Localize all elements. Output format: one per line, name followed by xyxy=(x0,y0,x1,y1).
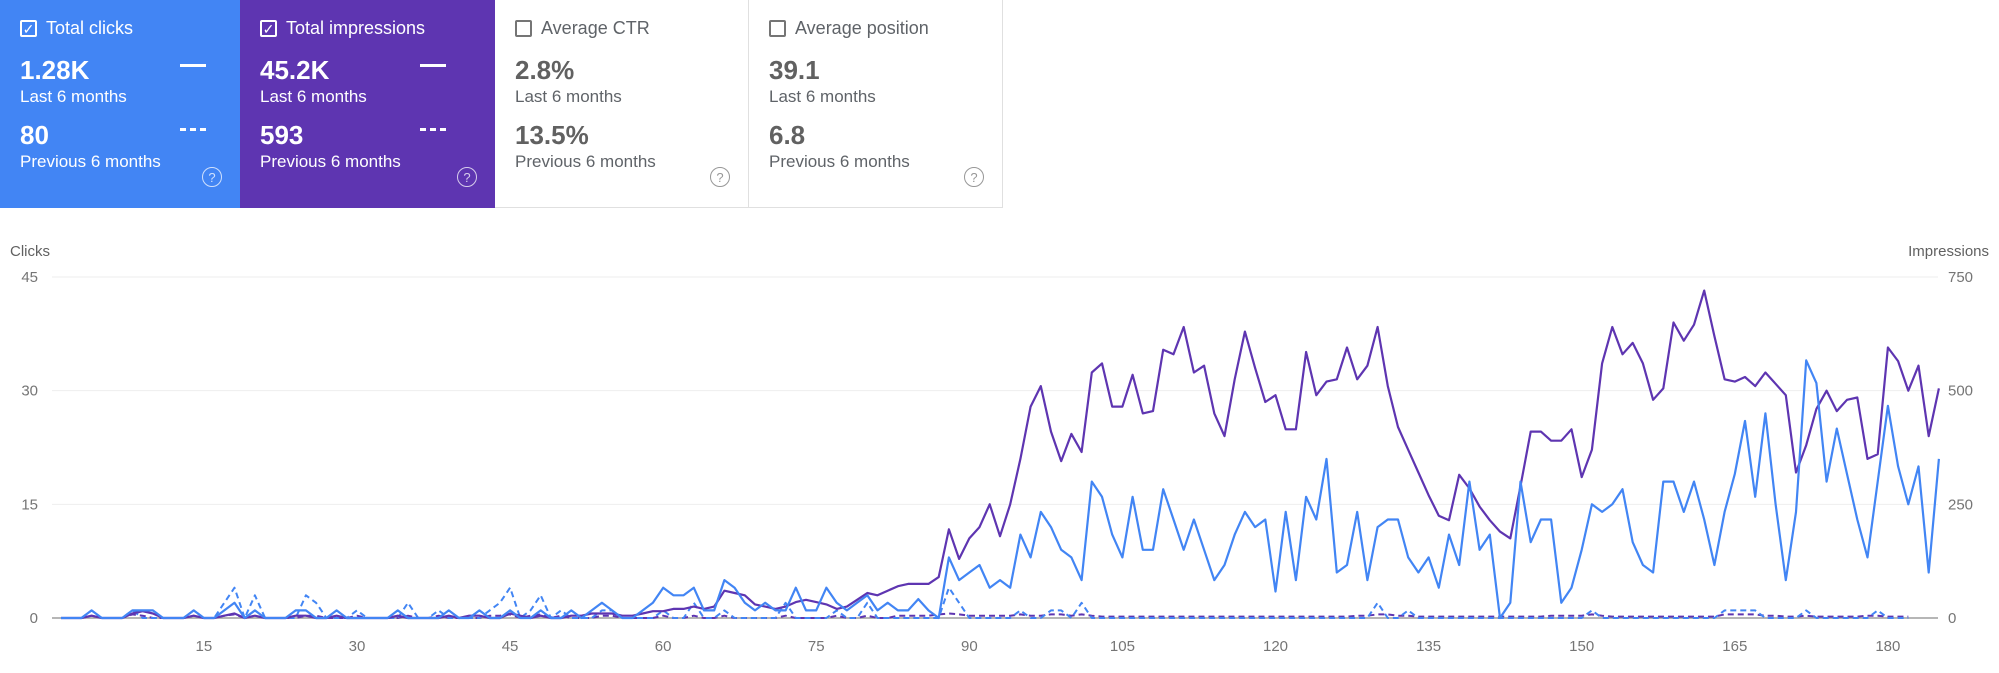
current-period-label: Last 6 months xyxy=(260,87,367,106)
left-y-tick-label: 0 xyxy=(30,610,38,627)
left-y-tick-label: 30 xyxy=(21,383,38,400)
card-title: Total impressions xyxy=(286,18,426,38)
average-position-card[interactable]: Average position 39.1 Last 6 months 6.8 … xyxy=(749,0,1003,208)
previous-value: 13.5% xyxy=(515,120,589,150)
help-icon[interactable]: ? xyxy=(202,167,222,187)
x-tick-label: 90 xyxy=(961,638,978,655)
average-position-toggle[interactable]: Average position xyxy=(769,18,929,39)
solid-line-legend-icon xyxy=(420,64,446,67)
x-tick-label: 120 xyxy=(1263,638,1288,655)
impressions-current-line xyxy=(61,289,1940,620)
left-axis-title: Clicks xyxy=(10,243,50,260)
right-axis-title: Impressions xyxy=(1908,243,1989,260)
total-impressions-card[interactable]: ✓ Total impressions 45.2K Last 6 months 5… xyxy=(240,0,495,208)
previous-value: 80 xyxy=(20,120,49,150)
x-tick-label: 15 xyxy=(196,638,213,655)
right-y-tick-label: 500 xyxy=(1948,383,1973,400)
previous-value: 593 xyxy=(260,120,304,150)
x-tick-label: 150 xyxy=(1569,638,1594,655)
current-value: 39.1 xyxy=(769,55,820,85)
checkbox-unchecked-icon[interactable] xyxy=(515,20,532,37)
previous-period-label: Previous 6 months xyxy=(515,152,656,171)
checkbox-checked-icon[interactable]: ✓ xyxy=(20,20,37,37)
help-icon[interactable]: ? xyxy=(457,167,477,187)
total-clicks-toggle[interactable]: ✓ Total clicks xyxy=(20,18,133,39)
x-tick-label: 105 xyxy=(1110,638,1135,655)
current-period-label: Last 6 months xyxy=(769,87,876,106)
metric-cards: ✓ Total clicks 1.28K Last 6 months 80 Pre… xyxy=(0,0,1003,208)
left-y-tick-label: 15 xyxy=(21,496,38,513)
dashed-line-legend-icon xyxy=(420,128,446,131)
previous-period-label: Previous 6 months xyxy=(260,152,401,171)
x-tick-label: 75 xyxy=(808,638,825,655)
previous-period-label: Previous 6 months xyxy=(769,152,910,171)
right-y-tick-label: 0 xyxy=(1948,610,1956,627)
previous-period-label: Previous 6 months xyxy=(20,152,161,171)
clicks-current-line xyxy=(61,359,1940,620)
x-tick-label: 180 xyxy=(1875,638,1900,655)
current-value: 45.2K xyxy=(260,55,330,85)
left-y-tick-label: 45 xyxy=(21,269,38,286)
card-title: Average position xyxy=(795,18,929,38)
solid-line-legend-icon xyxy=(180,64,206,67)
average-ctr-toggle[interactable]: Average CTR xyxy=(515,18,650,39)
help-icon[interactable]: ? xyxy=(710,167,730,187)
right-y-tick-label: 750 xyxy=(1948,269,1973,286)
current-value: 2.8% xyxy=(515,55,575,85)
total-impressions-toggle[interactable]: ✓ Total impressions xyxy=(260,18,425,39)
clicks-previous-line xyxy=(61,586,1909,619)
average-ctr-card[interactable]: Average CTR 2.8% Last 6 months 13.5% Pre… xyxy=(495,0,749,208)
checkbox-checked-icon[interactable]: ✓ xyxy=(260,20,277,37)
right-y-tick-label: 250 xyxy=(1948,496,1973,513)
x-tick-label: 45 xyxy=(502,638,519,655)
previous-value: 6.8 xyxy=(769,120,806,150)
x-tick-label: 30 xyxy=(349,638,366,655)
card-title: Average CTR xyxy=(541,18,650,38)
current-period-label: Last 6 months xyxy=(20,87,127,106)
checkbox-unchecked-icon[interactable] xyxy=(769,20,786,37)
total-clicks-card[interactable]: ✓ Total clicks 1.28K Last 6 months 80 Pre… xyxy=(0,0,240,208)
help-icon[interactable]: ? xyxy=(964,167,984,187)
x-tick-label: 135 xyxy=(1416,638,1441,655)
x-tick-label: 60 xyxy=(655,638,672,655)
current-period-label: Last 6 months xyxy=(515,87,622,106)
x-tick-label: 165 xyxy=(1722,638,1747,655)
current-value: 1.28K xyxy=(20,55,90,85)
dashed-line-legend-icon xyxy=(180,128,206,131)
card-title: Total clicks xyxy=(46,18,134,38)
